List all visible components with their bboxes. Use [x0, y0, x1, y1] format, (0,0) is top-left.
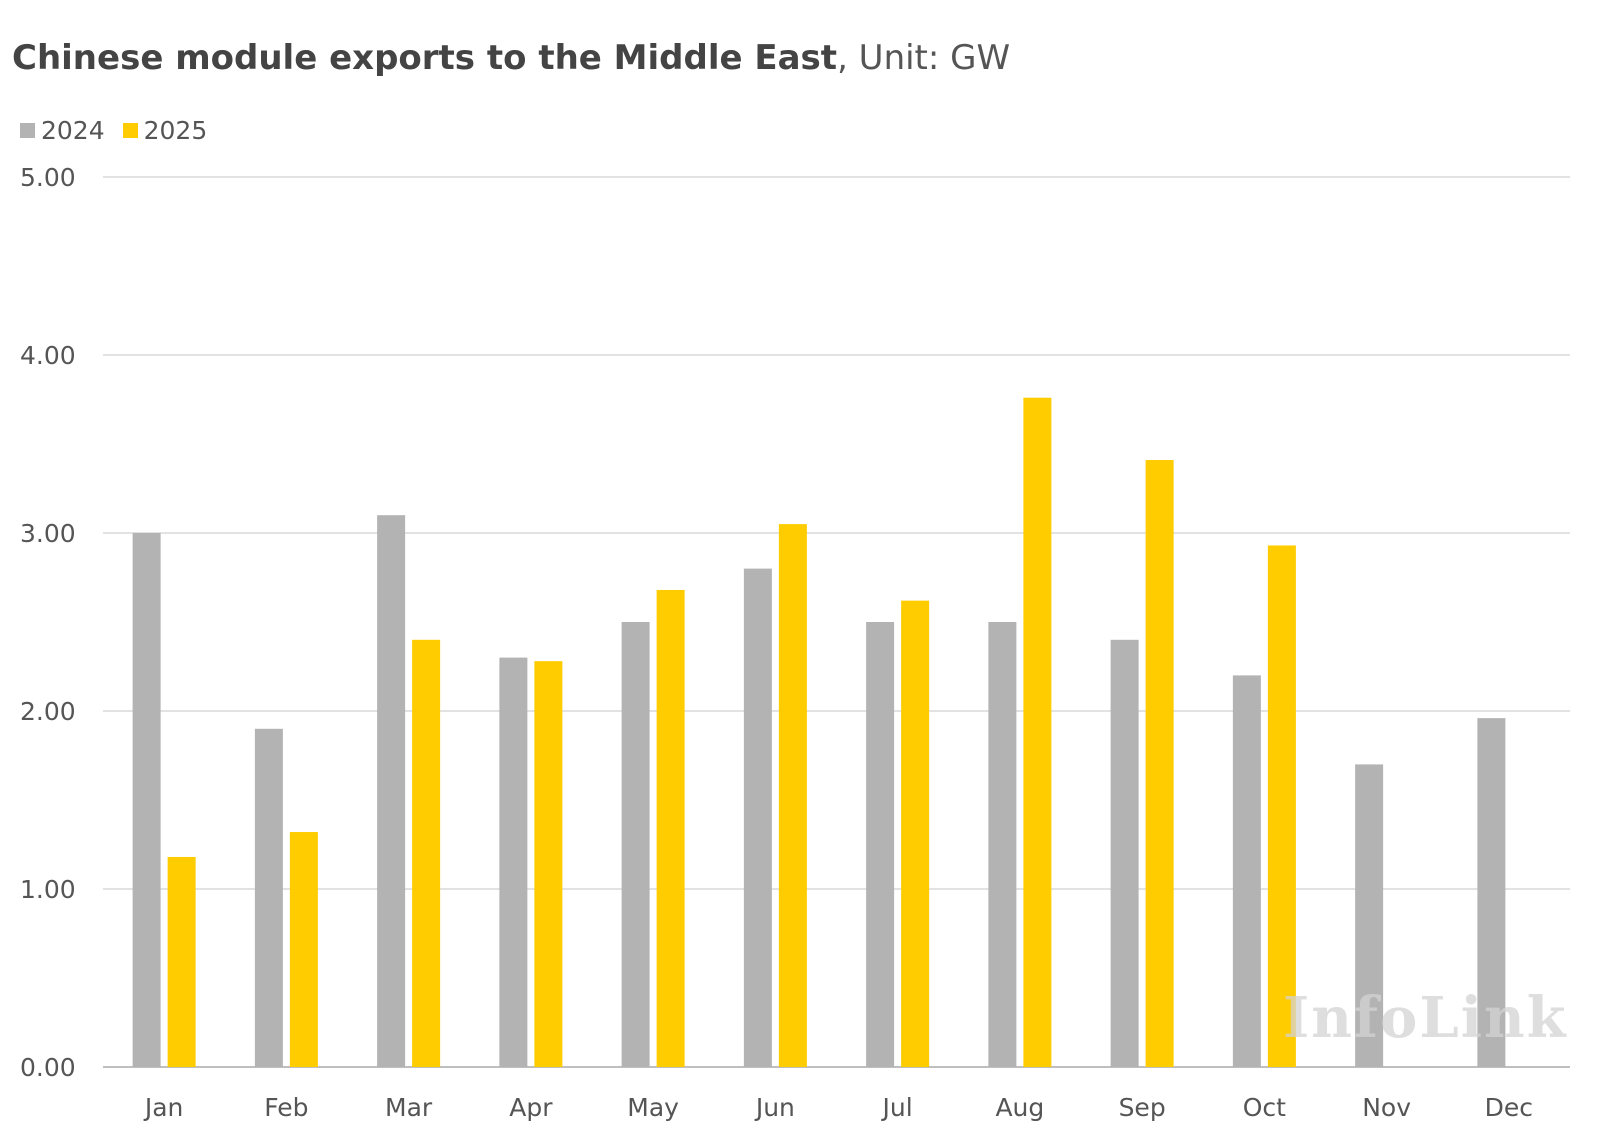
- x-tick-label-feb: Feb: [264, 1093, 308, 1122]
- x-tick-label-jan: Jan: [143, 1093, 184, 1122]
- x-tick-label-may: May: [627, 1093, 679, 1122]
- bar-2025-mar: [412, 639, 441, 1067]
- bar-2025-sep: [1145, 460, 1174, 1067]
- y-tick-label: 2.00: [20, 697, 76, 726]
- bar-2025-apr: [534, 661, 563, 1067]
- bar-2025-feb: [289, 832, 318, 1067]
- bar-2024-oct: [1232, 675, 1261, 1067]
- bar-2024-apr: [499, 657, 528, 1067]
- bar-2024-nov: [1355, 764, 1384, 1067]
- x-tick-label-jun: Jun: [754, 1093, 795, 1122]
- bar-2024-sep: [1110, 639, 1139, 1067]
- bar-2024-jun: [743, 568, 772, 1067]
- x-tick-label-apr: Apr: [509, 1093, 553, 1122]
- x-tick-label-jul: Jul: [881, 1093, 913, 1122]
- bar-2025-aug: [1023, 397, 1052, 1068]
- bar-2025-jan: [167, 856, 196, 1067]
- chart-title-unit: , Unit: GW: [837, 38, 1011, 78]
- bars: [132, 397, 1506, 1068]
- bar-2024-jul: [866, 622, 895, 1067]
- y-axis-ticks: 0.00 1.00 2.00 3.00 4.00 5.00: [20, 163, 76, 1082]
- chart-title: Chinese module exports to the Middle Eas…: [12, 38, 1010, 78]
- x-tick-label-dec: Dec: [1485, 1093, 1533, 1122]
- bar-2025-jun: [778, 524, 807, 1067]
- x-axis-ticks: Jan Feb Mar Apr May Jun Jul Aug Sep Oct Nov Dec: [143, 1093, 1533, 1122]
- legend-label-2025: 2025: [143, 116, 208, 145]
- legend-item-2024: 2024: [20, 116, 105, 145]
- y-tick-label: 1.00: [20, 875, 76, 904]
- x-tick-label-sep: Sep: [1119, 1093, 1166, 1122]
- gridlines: [103, 176, 1570, 1068]
- y-tick-label: 3.00: [20, 519, 76, 548]
- y-tick-label: 4.00: [20, 341, 76, 370]
- y-tick-label: 5.00: [20, 163, 76, 192]
- y-tick-label: 0.00: [20, 1053, 76, 1082]
- bar-2024-feb: [254, 728, 283, 1067]
- watermark-infolink: InfoLink: [1283, 985, 1568, 1051]
- legend-item-2025: 2025: [122, 116, 208, 145]
- bar-2024-jan: [132, 533, 161, 1067]
- bar-2025-may: [656, 589, 685, 1067]
- legend: 2024 2025: [20, 116, 225, 145]
- x-tick-label-oct: Oct: [1243, 1093, 1286, 1122]
- legend-swatch-2024: [20, 123, 35, 138]
- x-tick-label-nov: Nov: [1362, 1093, 1411, 1122]
- x-tick-label-mar: Mar: [385, 1093, 433, 1122]
- x-tick-label-aug: Aug: [995, 1093, 1044, 1122]
- bar-2025-jul: [901, 600, 930, 1067]
- chart-title-main: Chinese module exports to the Middle Eas…: [12, 38, 838, 78]
- legend-label-2024: 2024: [41, 116, 105, 145]
- bar-2024-may: [621, 622, 650, 1067]
- bar-2025-oct: [1267, 545, 1296, 1067]
- bar-2024-aug: [988, 622, 1017, 1067]
- legend-swatch-2025: [122, 123, 138, 138]
- bar-2024-mar: [377, 515, 406, 1067]
- bar-2024-dec: [1477, 718, 1506, 1067]
